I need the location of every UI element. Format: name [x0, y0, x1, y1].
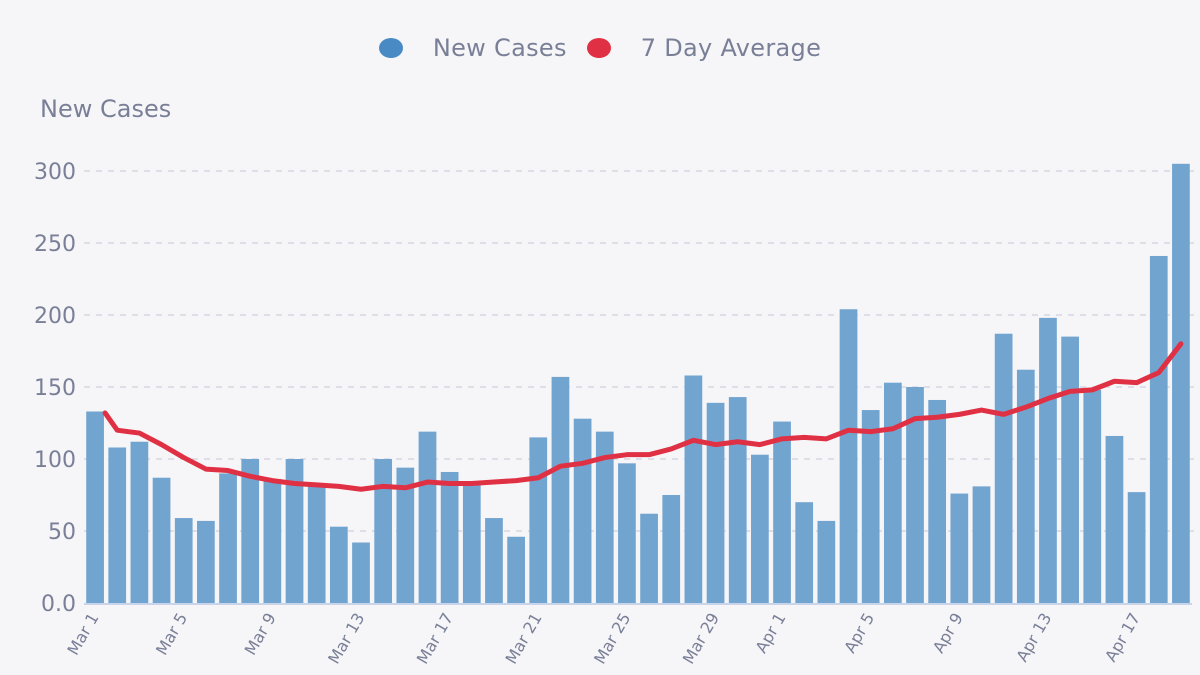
- bar[interactable]: [817, 520, 836, 603]
- legend-label-new-cases: New Cases: [432, 34, 567, 62]
- bar[interactable]: [1083, 389, 1102, 603]
- bar[interactable]: [197, 520, 215, 603]
- bar[interactable]: [728, 397, 747, 603]
- y-axis-ticks: 0.0 50 100 150 200 250 300: [34, 160, 76, 617]
- bar[interactable]: [595, 431, 614, 603]
- y-tick-label: 200: [34, 304, 76, 329]
- x-tick-label: Mar 21: [501, 610, 545, 668]
- x-tick-label: Mar 17: [413, 610, 457, 668]
- x-tick-label: Apr 9: [929, 610, 967, 657]
- bar[interactable]: [418, 431, 437, 603]
- x-axis-ticks: Mar 1 Mar 5 Mar 9 Mar 13 Mar 17 Mar 21 Mar 25 M…: [63, 610, 1144, 668]
- y-tick-label: 100: [34, 448, 76, 473]
- bar[interactable]: [1061, 336, 1079, 603]
- y-axis-title: New Cases: [40, 95, 172, 123]
- bar[interactable]: [773, 421, 791, 603]
- bar[interactable]: [618, 463, 636, 603]
- bar[interactable]: [994, 333, 1013, 603]
- bar[interactable]: [307, 483, 326, 603]
- bar[interactable]: [861, 410, 880, 603]
- x-tick-label: Mar 25: [590, 610, 634, 668]
- x-tick-label: Mar 13: [324, 610, 368, 668]
- legend-dot-icon: [378, 38, 403, 58]
- bar[interactable]: [1016, 369, 1035, 603]
- bar[interactable]: [219, 473, 237, 603]
- bar[interactable]: [551, 376, 570, 603]
- x-tick-label: Mar 5: [152, 610, 191, 659]
- bar[interactable]: [640, 513, 658, 603]
- bar[interactable]: [507, 536, 525, 603]
- bar[interactable]: [462, 483, 481, 603]
- bar[interactable]: [152, 477, 171, 603]
- y-tick-label: 0.0: [41, 592, 76, 617]
- average-line: [102, 341, 1184, 492]
- bar[interactable]: [285, 459, 304, 603]
- bar[interactable]: [1105, 435, 1124, 603]
- bar[interactable]: [108, 447, 127, 603]
- bar[interactable]: [839, 309, 858, 603]
- x-tick-label: Apr 13: [1012, 610, 1055, 666]
- legend: New Cases 7 Day Average: [0, 34, 1200, 62]
- line-7-day-average: [102, 341, 1184, 492]
- bar[interactable]: [329, 526, 348, 603]
- bar[interactable]: [928, 399, 947, 603]
- legend-dot-icon: [586, 38, 611, 58]
- x-tick-label: Apr 1: [752, 610, 790, 657]
- bar[interactable]: [906, 387, 924, 603]
- bar[interactable]: [950, 493, 969, 603]
- legend-item-7-day-average[interactable]: 7 Day Average: [586, 34, 822, 62]
- bar[interactable]: [529, 437, 548, 603]
- y-tick-label: 250: [34, 232, 76, 257]
- y-tick-label: 50: [48, 520, 76, 545]
- bar[interactable]: [706, 402, 725, 603]
- x-tick-label: Mar 29: [679, 610, 723, 668]
- bar[interactable]: [573, 418, 592, 603]
- bar[interactable]: [130, 441, 149, 603]
- x-tick-label: Apr 17: [1101, 610, 1144, 666]
- y-tick-label: 150: [34, 376, 76, 401]
- bar[interactable]: [174, 518, 193, 603]
- bar[interactable]: [485, 518, 503, 603]
- bar[interactable]: [1039, 317, 1057, 603]
- bar[interactable]: [1127, 492, 1146, 603]
- x-tick-label: Mar 9: [241, 610, 280, 659]
- bar[interactable]: [795, 502, 814, 603]
- bar[interactable]: [1149, 255, 1168, 603]
- x-tick-label: Apr 5: [840, 610, 878, 657]
- legend-item-new-cases[interactable]: New Cases: [378, 34, 567, 62]
- bar[interactable]: [352, 542, 370, 603]
- bars-new-cases: [86, 163, 1190, 604]
- bar[interactable]: [86, 411, 104, 603]
- bar[interactable]: [662, 495, 681, 603]
- bar[interactable]: [241, 459, 260, 603]
- bar[interactable]: [396, 467, 415, 603]
- bar[interactable]: [972, 486, 991, 603]
- y-tick-label: 300: [34, 160, 76, 185]
- bar[interactable]: [263, 479, 282, 603]
- bar[interactable]: [684, 375, 703, 603]
- legend-label-7-day-average: 7 Day Average: [640, 34, 822, 62]
- bar[interactable]: [440, 471, 459, 603]
- bar[interactable]: [751, 454, 769, 603]
- bar[interactable]: [1172, 163, 1190, 604]
- bar[interactable]: [374, 459, 393, 603]
- bar[interactable]: [883, 382, 902, 603]
